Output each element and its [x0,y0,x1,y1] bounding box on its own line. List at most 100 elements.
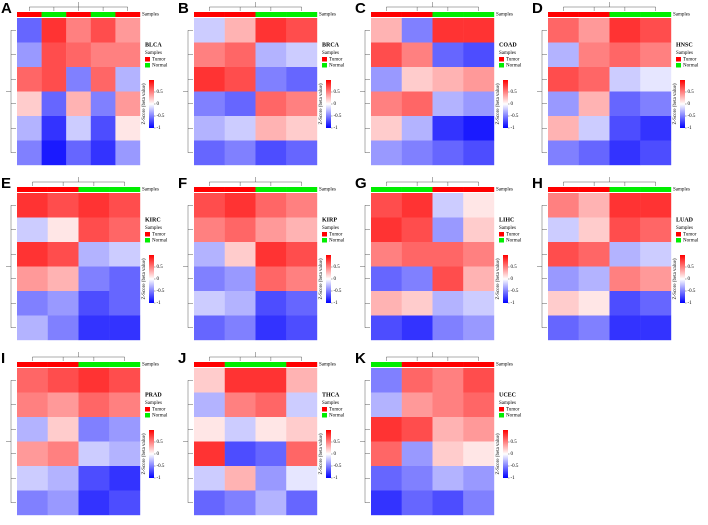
row-dendrogram [537,30,547,153]
heatmap-cell [640,91,672,117]
heatmap-cell [432,392,464,418]
heatmap-cell [224,291,256,316]
heatmap-cell [47,291,79,316]
sample-annotation [548,187,579,192]
heatmap-cell [286,116,318,141]
heatmap-cell [194,116,225,141]
sample-annotation [255,362,287,367]
legend-swatch [499,63,504,68]
heatmap-cell [109,315,141,341]
colorbar-label: Z-Score (beta value) [142,258,147,299]
sample-annotation [17,187,48,192]
heatmap-cell [371,91,402,117]
legend-label: Tumor [683,233,697,238]
heatmap-cell [224,315,256,341]
heatmap-cell [17,368,48,393]
heatmap-cell [255,91,287,117]
heatmap-cell [432,116,464,141]
heatmap-cell [548,217,579,243]
heatmap-cell [17,140,42,166]
heatmap-title: THCA [322,392,340,398]
colorbar-tick-label: 0 [157,277,160,282]
heatmap-title: COAD [499,42,517,48]
legend-label: Normal [683,239,699,244]
heatmap-cell [194,242,225,267]
annotation-label: Samples [496,188,513,193]
heatmap-cell [371,42,402,68]
colorbar-tick-label: -1 [688,301,693,306]
row-dendrogram [183,205,193,328]
heatmap-cell [286,315,318,341]
colorbar-tick-label: -1 [688,126,693,131]
colorbar [503,430,508,478]
heatmap-cell [286,18,318,43]
heatmap-cell [255,392,287,418]
sample-annotation [109,362,141,367]
heatmap-cell [401,417,433,442]
colorbar-label: Z-Score (beta value) [319,433,324,474]
legend-label: Tumor [683,58,697,63]
heatmap-cell [463,315,495,341]
heatmap-cell [255,368,287,393]
heatmap-cell [255,242,287,267]
legend-swatch [145,407,150,412]
sample-annotation [609,12,641,17]
heatmap-cell [255,315,287,341]
heatmap-cell [401,217,433,243]
heatmap-cell [286,490,318,516]
sample-annotation [401,362,433,367]
legend-title: Samples [322,401,339,406]
heatmap-cell [463,490,495,516]
heatmap-cell [371,441,402,467]
colorbar-tick-label: -1 [511,476,516,481]
row-dendrogram [537,205,547,328]
panel-letter: D [532,0,543,17]
heatmap-cell [401,368,433,393]
sample-annotation [432,12,464,17]
column-dendrogram [563,2,656,11]
sample-annotation [78,362,110,367]
heatmap-cell [463,18,495,43]
heatmap-cell [463,392,495,418]
heatmap-cell [17,490,48,516]
heatmap-cell [432,490,464,516]
column-dendrogram [386,2,479,11]
heatmap-cell [47,193,79,218]
heatmap-cell [17,67,42,92]
heatmap-cell [115,140,141,166]
colorbar [149,80,154,128]
heatmap-cell [432,193,464,218]
heatmap-cell [286,368,318,393]
sample-annotation [640,12,672,17]
row-dendrogram [6,205,16,328]
colorbar-tick-label: -0.5 [511,289,519,294]
heatmap-cell [371,417,402,442]
heatmap-cell [194,67,225,92]
legend-swatch [145,238,150,243]
colorbar-tick-label: -0.5 [688,114,696,119]
colorbar-tick-label: 0.5 [511,440,518,445]
heatmap-cell [578,67,610,92]
heatmap-cell [609,91,641,117]
heatmap-cell [224,490,256,516]
heatmap-cell [401,242,433,267]
heatmap-cell [255,217,287,243]
heatmap-cell [78,315,110,341]
colorbar-tick-label: -0.5 [334,464,342,469]
heatmap-cell [224,193,256,218]
colorbar-tick-label: -1 [157,301,162,306]
colorbar-tick-label: 0 [511,277,514,282]
heatmap-cell [255,193,287,218]
heatmap-cell [548,266,579,292]
legend-title: Samples [145,226,162,231]
colorbar-label: Z-Score (beta value) [673,83,678,124]
legend-swatch [145,413,150,418]
legend-swatch [322,232,327,237]
heatmap-cell [47,368,79,393]
heatmap-cell [194,140,225,166]
annotation-label: Samples [496,13,513,18]
heatmap-cell [432,67,464,92]
